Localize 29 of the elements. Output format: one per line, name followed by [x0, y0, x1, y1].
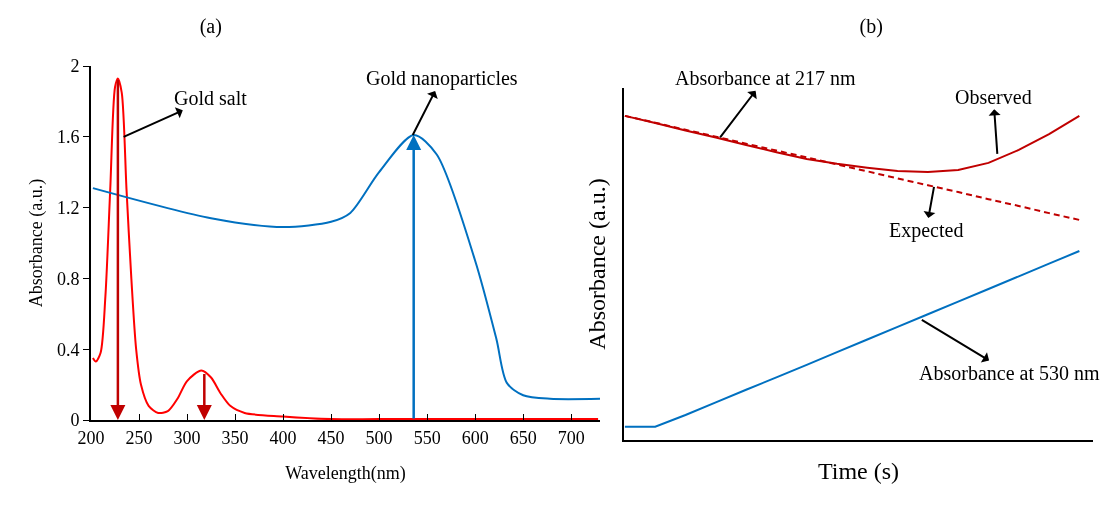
- annotation: Expected: [889, 219, 964, 242]
- y-tick-label: 2: [70, 56, 80, 77]
- chart-title: (b): [859, 14, 883, 38]
- text: Observed: [955, 86, 1032, 108]
- y-tick-label: 0.4: [56, 339, 80, 360]
- x-tick-label: 350: [221, 427, 249, 448]
- y-axis-title: Absorbance (a.u.): [583, 178, 610, 350]
- x-tick-label: 200: [77, 427, 105, 448]
- x-axis-title: Wavelength(nm): [285, 463, 406, 485]
- x-tick-label: 650: [509, 427, 537, 448]
- y-axis-title: Absorbance (a.u.): [25, 178, 47, 308]
- x-axis-title: Time (s): [817, 458, 900, 485]
- y-tick-label: 1.2: [56, 197, 80, 218]
- x-tick-label: 400: [269, 427, 297, 448]
- annotation: Gold salt: [174, 87, 248, 109]
- x-tick-label: 550: [413, 427, 441, 448]
- x-tick-label: 250: [125, 427, 153, 448]
- y-tick-label: 0.8: [56, 268, 80, 289]
- chart-title: (a): [199, 14, 222, 38]
- x-tick-label: 600: [461, 427, 489, 448]
- x-tick-label: 450: [317, 427, 345, 448]
- y-tick-label: 0: [70, 410, 80, 431]
- text: Absorbance at 217 nm: [675, 67, 856, 89]
- annotation: Absorbance at 530 nm: [919, 362, 1100, 384]
- y-tick-label: 1.6: [56, 127, 80, 148]
- x-tick-label: 700: [557, 427, 585, 448]
- annotation: Gold nanoparticles: [366, 67, 518, 90]
- x-tick-label: 500: [365, 427, 393, 448]
- x-tick-label: 300: [173, 427, 201, 448]
